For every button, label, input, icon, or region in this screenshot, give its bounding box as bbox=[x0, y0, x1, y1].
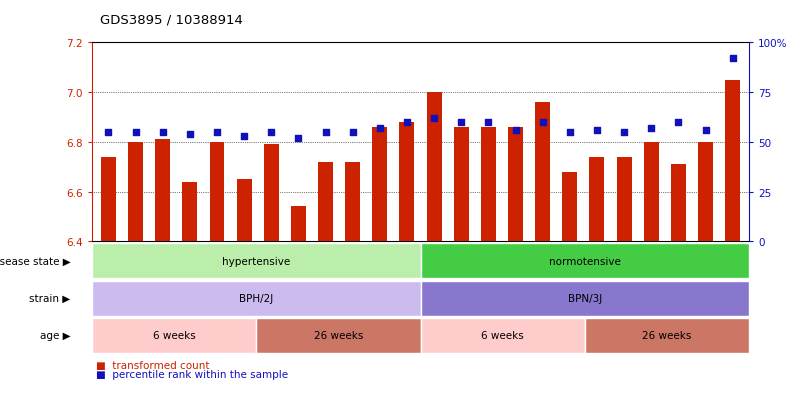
Point bbox=[428, 115, 441, 122]
Point bbox=[265, 129, 278, 136]
Bar bbox=[264, 145, 279, 242]
Text: BPH/2J: BPH/2J bbox=[239, 293, 273, 304]
Point bbox=[509, 127, 522, 134]
Bar bbox=[236, 180, 252, 242]
Point bbox=[238, 133, 251, 140]
Point bbox=[346, 129, 359, 136]
Bar bbox=[101, 157, 116, 242]
Bar bbox=[318, 162, 333, 242]
Bar bbox=[508, 128, 523, 242]
Bar bbox=[617, 157, 631, 242]
Point bbox=[590, 127, 603, 134]
Text: hypertensive: hypertensive bbox=[222, 256, 291, 266]
Bar bbox=[454, 128, 469, 242]
Text: normotensive: normotensive bbox=[549, 256, 621, 266]
Bar bbox=[372, 128, 387, 242]
Point bbox=[129, 129, 142, 136]
Text: ■  percentile rank within the sample: ■ percentile rank within the sample bbox=[96, 369, 288, 379]
Text: ■  transformed count: ■ transformed count bbox=[96, 361, 210, 370]
Bar bbox=[562, 172, 578, 242]
Point bbox=[563, 129, 576, 136]
Point bbox=[292, 135, 305, 142]
Bar bbox=[725, 81, 740, 242]
Text: 6 weeks: 6 weeks bbox=[481, 330, 524, 341]
Bar bbox=[155, 140, 170, 242]
Text: BPN/3J: BPN/3J bbox=[568, 293, 602, 304]
Text: 26 weeks: 26 weeks bbox=[642, 330, 691, 341]
Point bbox=[536, 119, 549, 126]
Point bbox=[645, 125, 658, 132]
Point bbox=[618, 129, 630, 136]
Point bbox=[400, 119, 413, 126]
Bar bbox=[128, 142, 143, 242]
Bar bbox=[671, 165, 686, 242]
Bar bbox=[535, 103, 550, 242]
Text: age ▶: age ▶ bbox=[40, 330, 70, 341]
Bar bbox=[698, 142, 713, 242]
Bar bbox=[291, 207, 306, 242]
Point bbox=[211, 129, 223, 136]
Point bbox=[102, 129, 115, 136]
Point bbox=[482, 119, 495, 126]
Point bbox=[672, 119, 685, 126]
Bar bbox=[481, 128, 496, 242]
Bar bbox=[210, 142, 224, 242]
Point bbox=[727, 56, 739, 62]
Bar bbox=[183, 182, 197, 242]
Text: 26 weeks: 26 weeks bbox=[314, 330, 363, 341]
Text: disease state ▶: disease state ▶ bbox=[0, 256, 70, 266]
Bar bbox=[400, 123, 414, 242]
Point bbox=[699, 127, 712, 134]
Point bbox=[183, 131, 196, 138]
Bar bbox=[427, 93, 441, 242]
Point bbox=[319, 129, 332, 136]
Bar bbox=[590, 157, 605, 242]
Text: strain ▶: strain ▶ bbox=[30, 293, 70, 304]
Text: GDS3895 / 10388914: GDS3895 / 10388914 bbox=[100, 14, 243, 27]
Bar bbox=[644, 142, 658, 242]
Point bbox=[373, 125, 386, 132]
Point bbox=[455, 119, 468, 126]
Point bbox=[156, 129, 169, 136]
Bar bbox=[345, 162, 360, 242]
Text: 6 weeks: 6 weeks bbox=[153, 330, 195, 341]
